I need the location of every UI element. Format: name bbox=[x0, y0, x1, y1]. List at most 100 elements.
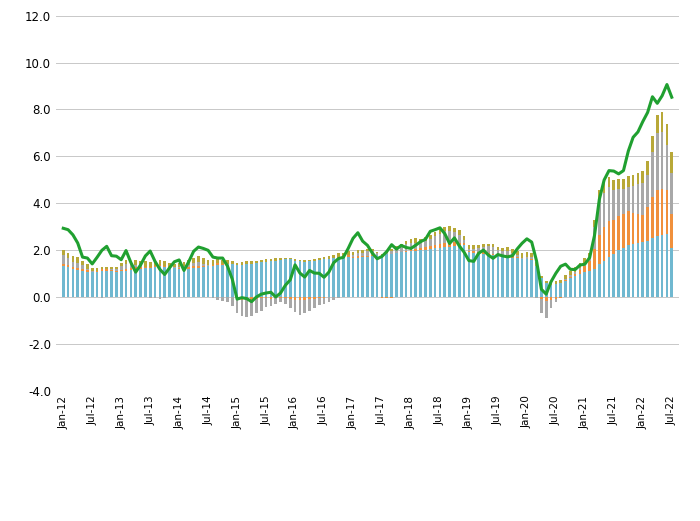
Bar bbox=[206, 260, 209, 265]
Bar bbox=[550, 300, 552, 308]
Bar bbox=[564, 279, 567, 280]
Bar bbox=[531, 257, 533, 259]
Bar bbox=[106, 269, 108, 271]
Bar bbox=[477, 252, 480, 254]
Bar bbox=[110, 270, 113, 271]
Bar bbox=[482, 254, 484, 297]
Bar bbox=[429, 239, 432, 246]
Bar bbox=[211, 297, 214, 299]
Bar bbox=[574, 274, 577, 276]
Bar bbox=[163, 262, 166, 266]
Bar bbox=[511, 257, 514, 297]
Bar bbox=[130, 268, 132, 270]
Bar bbox=[487, 255, 489, 297]
Bar bbox=[632, 213, 634, 244]
Bar bbox=[313, 299, 316, 308]
Bar bbox=[463, 240, 466, 243]
Bar bbox=[342, 256, 344, 257]
Bar bbox=[391, 250, 393, 251]
Bar bbox=[545, 283, 547, 297]
Bar bbox=[270, 259, 272, 262]
Bar bbox=[76, 257, 79, 263]
Bar bbox=[62, 264, 64, 267]
Bar bbox=[429, 246, 432, 249]
Bar bbox=[120, 271, 122, 297]
Bar bbox=[443, 227, 446, 231]
Bar bbox=[154, 267, 156, 297]
Bar bbox=[236, 297, 239, 299]
Bar bbox=[511, 253, 514, 256]
Bar bbox=[453, 228, 456, 232]
Bar bbox=[139, 262, 142, 267]
Bar bbox=[622, 214, 625, 248]
Bar bbox=[62, 267, 64, 297]
Bar bbox=[386, 253, 388, 254]
Bar bbox=[183, 269, 186, 297]
Bar bbox=[158, 267, 161, 297]
Bar bbox=[646, 175, 649, 207]
Bar bbox=[71, 256, 74, 262]
Bar bbox=[627, 212, 629, 245]
Bar bbox=[434, 248, 436, 297]
Bar bbox=[279, 260, 282, 297]
Bar bbox=[226, 297, 229, 302]
Bar bbox=[125, 269, 127, 271]
Bar bbox=[651, 152, 654, 197]
Bar bbox=[661, 132, 664, 189]
Bar bbox=[574, 271, 577, 274]
Bar bbox=[130, 261, 132, 265]
Bar bbox=[506, 255, 509, 257]
Bar bbox=[231, 297, 234, 306]
Bar bbox=[414, 249, 417, 251]
Bar bbox=[463, 245, 466, 297]
Bar bbox=[569, 278, 572, 297]
Bar bbox=[274, 260, 277, 297]
Bar bbox=[66, 267, 69, 297]
Bar bbox=[351, 255, 354, 257]
Bar bbox=[202, 258, 204, 264]
Bar bbox=[458, 243, 461, 245]
Bar bbox=[554, 299, 557, 302]
Bar bbox=[183, 262, 186, 266]
Bar bbox=[303, 300, 306, 313]
Bar bbox=[299, 260, 301, 262]
Bar bbox=[559, 297, 562, 298]
Bar bbox=[356, 250, 359, 253]
Bar bbox=[279, 297, 282, 298]
Bar bbox=[559, 283, 562, 297]
Bar bbox=[622, 189, 625, 214]
All items bbox=[59, 225, 67, 231]
Bar bbox=[608, 187, 610, 221]
Bar bbox=[173, 267, 176, 268]
Bar bbox=[424, 247, 427, 250]
Bar bbox=[641, 171, 644, 183]
Bar bbox=[101, 271, 103, 297]
Bar bbox=[197, 262, 199, 266]
Bar bbox=[76, 270, 79, 297]
Bar bbox=[274, 299, 277, 304]
Bar bbox=[661, 113, 664, 132]
Bar bbox=[405, 244, 407, 252]
Bar bbox=[328, 297, 330, 302]
Bar bbox=[632, 185, 634, 213]
Bar bbox=[419, 239, 422, 243]
Bar bbox=[666, 144, 668, 190]
Bar bbox=[603, 183, 606, 193]
Bar bbox=[579, 270, 581, 274]
Bar bbox=[115, 271, 118, 297]
Bar bbox=[299, 262, 301, 297]
Bar bbox=[183, 268, 186, 269]
Bar bbox=[439, 229, 441, 233]
Bar bbox=[521, 253, 524, 258]
Bar bbox=[526, 252, 528, 257]
Bar bbox=[496, 255, 499, 256]
Bar bbox=[405, 252, 407, 297]
Bar bbox=[622, 248, 625, 297]
Bar bbox=[251, 297, 253, 300]
Bar bbox=[598, 199, 601, 235]
All items bbox=[247, 299, 256, 305]
Bar bbox=[574, 276, 577, 297]
Bar bbox=[651, 135, 654, 152]
Bar bbox=[501, 251, 504, 255]
Bar bbox=[458, 235, 461, 243]
